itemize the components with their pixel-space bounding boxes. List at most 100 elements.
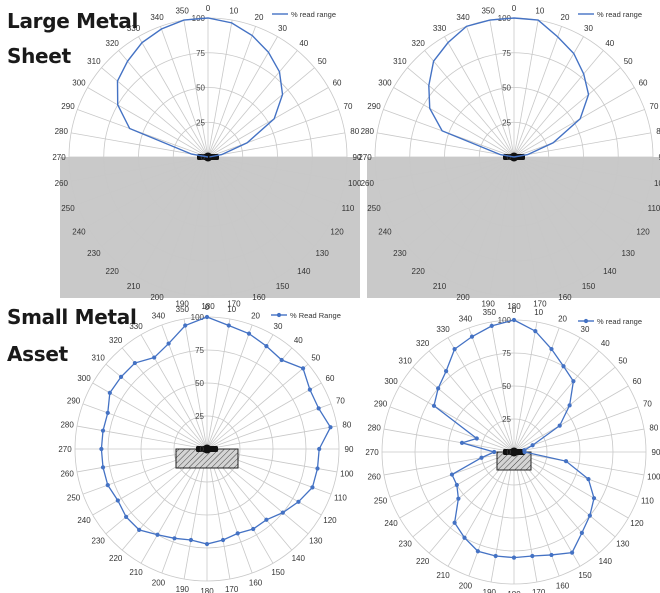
angle-tick-label: 190	[175, 300, 189, 309]
data-point	[105, 410, 110, 415]
grid-spoke	[206, 403, 332, 450]
data-point	[296, 499, 301, 504]
angle-tick-label: 280	[60, 420, 74, 429]
angle-tick-label: 150	[276, 282, 290, 291]
grid-spoke	[513, 385, 629, 453]
grid-spoke	[513, 156, 621, 247]
data-point	[152, 355, 157, 360]
grid-spoke	[377, 156, 515, 182]
data-point	[105, 483, 110, 488]
angle-tick-label: 110	[342, 204, 355, 213]
grid-spoke	[207, 156, 339, 205]
angle-tick-label: 130	[621, 249, 635, 258]
angle-tick-label: 70	[336, 396, 345, 405]
legend: % read range	[578, 10, 642, 19]
angle-tick-label: 20	[561, 13, 570, 22]
grid-spoke	[207, 156, 278, 278]
grid-spoke	[207, 50, 298, 158]
grid-spoke	[207, 156, 298, 264]
data-point	[300, 366, 306, 371]
angle-tick-label: 90	[345, 445, 354, 454]
angle-tick-label: 160	[249, 578, 263, 587]
angle-tick-label: 60	[333, 79, 342, 88]
data-point	[100, 428, 106, 433]
grid-spoke	[424, 156, 515, 264]
angle-tick-label: 100	[654, 179, 660, 188]
angle-tick-label: 320	[412, 39, 426, 48]
angle-tick-label: 270	[52, 153, 66, 162]
grid-spoke	[87, 156, 209, 227]
grid-spoke	[92, 382, 208, 450]
grid-spoke	[207, 26, 256, 158]
angle-tick-label: 270	[365, 448, 379, 457]
angle-tick-label: 20	[251, 312, 260, 321]
grid-spoke	[183, 156, 209, 294]
angle-tick-label: 20	[255, 13, 264, 22]
angle-tick-label: 100	[348, 179, 362, 188]
grid-spoke	[466, 156, 515, 288]
grid-spoke	[207, 156, 345, 182]
grid-spoke	[513, 451, 629, 519]
grid-spoke	[207, 156, 329, 227]
heading-large-metal: Large Metal	[7, 9, 139, 33]
data-point	[100, 465, 106, 470]
grid-spoke	[183, 318, 208, 450]
angle-tick-label: 180	[507, 590, 521, 593]
angle-tick-label: 30	[274, 322, 283, 331]
radial-tick-label: 25	[502, 118, 511, 127]
data-point	[469, 334, 475, 339]
grid-spoke	[138, 156, 209, 278]
angle-tick-label: 190	[483, 588, 497, 593]
angle-tick-label: 310	[92, 354, 106, 363]
grid-spoke	[383, 156, 515, 205]
data-point	[316, 406, 321, 411]
grid-spoke	[428, 350, 515, 453]
angle-tick-label: 50	[624, 57, 633, 66]
angle-tick-label: 120	[630, 519, 644, 528]
radial-tick-label: 75	[502, 349, 511, 358]
angle-tick-label: 340	[150, 13, 164, 22]
angle-tick-label: 330	[433, 24, 447, 33]
radial-tick-label: 50	[502, 84, 511, 93]
angle-tick-label: 300	[72, 79, 86, 88]
angle-tick-label: 300	[378, 79, 392, 88]
data-point	[459, 440, 465, 445]
angle-tick-label: 270	[358, 153, 372, 162]
grid-spoke	[118, 50, 209, 158]
radial-tick-label: 75	[502, 49, 511, 58]
grid-spoke	[513, 156, 635, 227]
grid-spoke	[160, 156, 209, 288]
angle-tick-label: 260	[367, 473, 381, 482]
grid-spoke	[206, 382, 322, 450]
data-point	[563, 459, 569, 464]
angle-tick-label: 230	[393, 249, 407, 258]
angle-tick-label: 170	[225, 585, 239, 593]
data-point	[571, 379, 576, 384]
data-point	[479, 455, 484, 460]
radial-tick-label: 75	[196, 49, 205, 58]
grid-spoke	[206, 448, 231, 580]
angle-tick-label: 10	[229, 6, 238, 15]
data-point	[549, 346, 554, 352]
grid-spoke	[140, 334, 208, 450]
legend-label: % read range	[597, 317, 642, 326]
grid-spoke	[161, 324, 208, 450]
grid-spoke	[513, 451, 581, 567]
angle-tick-label: 40	[299, 39, 308, 48]
legend-label: % Read Range	[290, 311, 341, 320]
angle-tick-label: 300	[384, 377, 398, 386]
angle-tick-label: 40	[601, 339, 610, 348]
angle-tick-label: 140	[603, 267, 617, 276]
grid-spoke	[160, 26, 209, 158]
data-point	[586, 476, 591, 482]
grid-spoke	[206, 448, 253, 574]
grid-spoke	[399, 385, 515, 453]
angle-tick-label: 340	[459, 315, 473, 324]
angle-tick-label: 330	[127, 24, 141, 33]
polar-chart-top-right: 0 10 20 30 40 50 60 70 80 90 100 110 120 130 140 150 160…	[358, 4, 660, 311]
grid-spoke	[513, 156, 562, 288]
grid-spoke	[513, 337, 581, 453]
angle-tick-label: 10	[534, 308, 543, 317]
grid-spoke	[393, 156, 515, 227]
data-point	[436, 386, 441, 391]
